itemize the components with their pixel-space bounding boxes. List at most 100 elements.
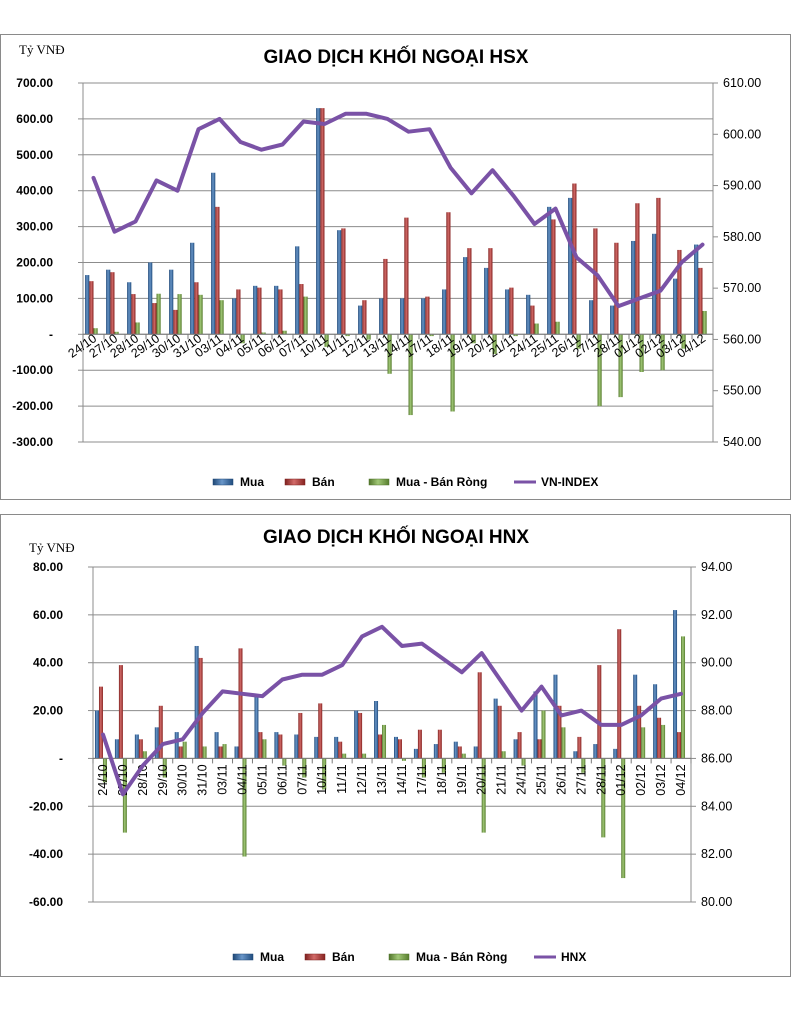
bar-mua <box>85 275 90 335</box>
x-axis-tick-label: 02/12 <box>634 764 648 795</box>
bar-mua-b-n-r-ng <box>408 334 413 416</box>
bar-b-n <box>89 281 94 335</box>
legend-swatch-b-n <box>284 478 306 486</box>
x-axis-tick-label: 25/11 <box>535 764 549 794</box>
bar-mua-b-n-r-ng <box>302 758 307 778</box>
bar-mua <box>553 674 558 759</box>
bar-mua <box>393 736 398 759</box>
bar-mua-b-n-r-ng <box>450 334 455 412</box>
bar-mua-b-n-r-ng <box>661 724 666 759</box>
bar-mua-b-n-r-ng <box>198 294 203 335</box>
bar-b-n <box>509 287 514 335</box>
bar-b-n <box>278 289 283 335</box>
bar-mua <box>169 269 174 335</box>
bar-mua-b-n-r-ng <box>382 724 387 759</box>
bar-b-n <box>218 746 223 759</box>
bar-b-n <box>152 303 157 335</box>
bar-mua <box>334 736 339 759</box>
x-axis-tick-label: 14/11 <box>395 764 409 794</box>
bar-mua <box>400 298 405 335</box>
bar-mua <box>513 739 518 759</box>
bar-b-n <box>362 300 367 335</box>
bar-mua-b-n-r-ng <box>261 332 266 335</box>
bar-b-n <box>383 258 388 335</box>
bar-mua <box>652 233 657 335</box>
bar-b-n <box>236 289 241 335</box>
x-axis-tick-label: 13/11 <box>375 764 389 794</box>
bar-mua-b-n-r-ng <box>521 758 526 766</box>
legend-swatch-mua <box>212 478 234 486</box>
y2-axis-tick-label: 550.00 <box>723 384 761 398</box>
bar-mua <box>533 691 538 759</box>
bar-mua-b-n-r-ng <box>660 334 665 371</box>
bar-mua <box>613 748 618 759</box>
bar-b-n <box>258 732 263 759</box>
legend-label-mua-b-n-r-ng: Mua - Bán Ròng <box>416 950 507 964</box>
bar-mua-b-n-r-ng <box>142 751 147 759</box>
y2-axis-tick-label: 570.00 <box>723 281 761 295</box>
bar-b-n <box>198 657 203 759</box>
bar-b-n <box>278 734 283 759</box>
bar-mua-b-n-r-ng <box>122 758 127 833</box>
x-axis-tick-label: 05/11 <box>255 764 269 794</box>
bar-mua-b-n-r-ng <box>242 758 247 857</box>
bar-b-n <box>698 267 703 335</box>
y-axis-tick-label: -60.00 <box>29 895 63 909</box>
y-axis-tick-label: -20.00 <box>29 799 63 813</box>
bar-mua-b-n-r-ng <box>681 334 686 349</box>
bar-mua-b-n-r-ng <box>576 334 581 349</box>
bar-mua <box>148 262 153 335</box>
bar-b-n <box>446 212 451 335</box>
bar-b-n <box>138 739 143 759</box>
bar-mua <box>234 746 239 759</box>
bar-mua <box>337 230 342 335</box>
bar-mua <box>589 300 594 335</box>
y-axis-tick-label: 80.00 <box>33 560 63 574</box>
bar-mua <box>673 610 678 759</box>
legend-label-b-n: Bán <box>332 950 355 964</box>
y-axis-tick-label: 20.00 <box>33 704 63 718</box>
bar-b-n <box>577 736 582 759</box>
y2-axis-tick-label: 84.00 <box>701 799 732 813</box>
bar-mua-b-n-r-ng <box>461 753 466 759</box>
y2-axis-tick-label: 580.00 <box>723 230 761 244</box>
x-axis-tick-label: 11/11 <box>335 764 349 793</box>
bar-mua <box>610 305 615 335</box>
x-axis-tick-label: 03/12 <box>654 764 668 795</box>
bar-mua <box>254 696 259 759</box>
y2-axis-tick-label: 82.00 <box>701 847 732 861</box>
bar-mua <box>354 710 359 759</box>
legend-label-vn-index: VN-INDEX <box>541 475 598 489</box>
bar-mua-b-n-r-ng <box>282 330 287 335</box>
bar-mua-b-n-r-ng <box>282 758 287 766</box>
bar-mua <box>127 282 132 335</box>
y2-axis-tick-label: 80.00 <box>701 895 732 909</box>
x-axis-tick-label: 28/11 <box>594 764 608 794</box>
y-axis-tick-label: -40.00 <box>29 847 63 861</box>
x-axis-tick-label: 29/10 <box>156 764 170 795</box>
y2-axis-tick-label: 94.00 <box>701 560 732 574</box>
bar-b-n <box>378 734 383 759</box>
bar-mua-b-n-r-ng <box>641 727 646 759</box>
bar-mua <box>694 244 699 335</box>
bar-mua-b-n-r-ng <box>501 751 506 759</box>
bar-mua-b-n-r-ng <box>303 296 308 335</box>
x-axis-tick-label: 27/11 <box>574 764 588 794</box>
bar-mua <box>484 267 489 335</box>
legend-label-mua: Mua <box>260 950 284 964</box>
bar-b-n <box>338 741 343 759</box>
bar-mua-b-n-r-ng <box>262 739 267 759</box>
bar-b-n <box>215 206 220 335</box>
y-axis-tick-label: 500.00 <box>16 148 53 162</box>
y-axis-tick-label: -100.00 <box>12 363 53 377</box>
bar-mua <box>190 242 195 335</box>
bar-mua <box>593 744 598 759</box>
y-axis-tick-label: - <box>59 751 63 765</box>
bar-mua <box>568 197 573 335</box>
bar-mua-b-n-r-ng <box>561 727 566 759</box>
bar-b-n <box>437 729 442 759</box>
bar-b-n <box>257 287 262 335</box>
bar-mua <box>421 298 426 335</box>
bar-b-n <box>457 746 462 759</box>
y-axis-tick-label: 300.00 <box>16 220 53 234</box>
